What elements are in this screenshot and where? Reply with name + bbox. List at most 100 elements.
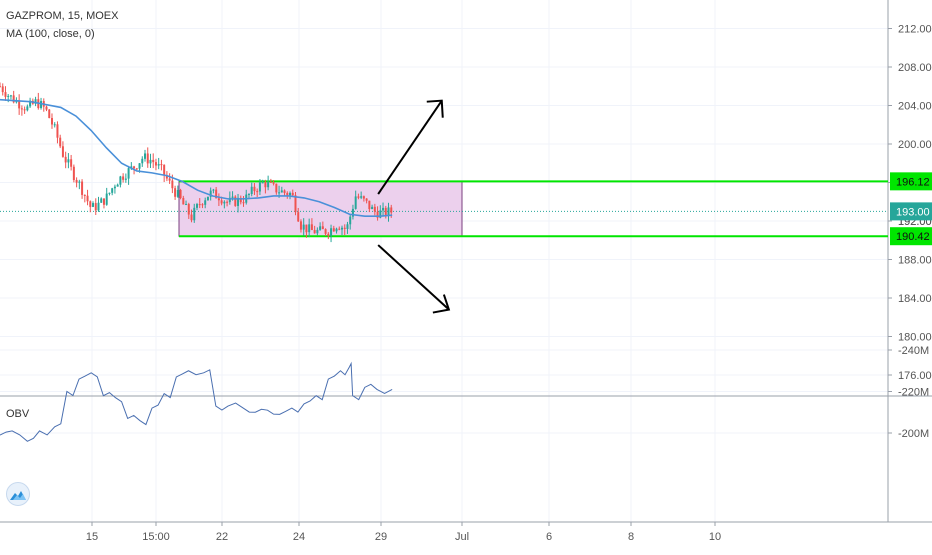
ma-legend[interactable]: MA (100, close, 0) (6, 28, 95, 40)
candle-body (247, 194, 250, 196)
candle-body (193, 207, 196, 221)
candles-layer (0, 82, 393, 243)
obv-layer (0, 361, 393, 442)
candle-body (146, 153, 149, 164)
support-badge: 190.42 (890, 227, 932, 246)
last-price-badge-label: 193.00 (896, 206, 930, 218)
candle-body (160, 164, 163, 166)
arrow-down-line (377, 244, 450, 311)
candle-body (365, 198, 368, 201)
candle-body (231, 196, 234, 198)
candle-body (324, 229, 327, 234)
candle-body (228, 197, 231, 203)
candle-body (163, 164, 166, 176)
candle-body (371, 206, 374, 210)
time-tick-label: Jul (455, 531, 469, 543)
candle-body (50, 118, 53, 125)
candle-body (373, 206, 376, 212)
price-tick-label: 212.00 (898, 24, 932, 36)
candle-body (0, 86, 1, 88)
candle-body (335, 228, 338, 232)
candle-body (72, 166, 75, 181)
time-tick-label: 29 (375, 531, 387, 543)
candle-body (237, 197, 240, 206)
candle-body (308, 224, 311, 233)
candle-body (100, 198, 103, 203)
candle-body (217, 198, 220, 201)
resistance-badge: 196.12 (890, 172, 932, 191)
candle-body (384, 207, 387, 216)
candle-body (283, 190, 286, 193)
candle-body (351, 208, 354, 217)
candle-body (357, 196, 360, 198)
candle-body (332, 228, 335, 232)
candle-body (321, 226, 324, 230)
arrow-up-line (377, 100, 443, 195)
candle-body (152, 159, 155, 163)
time-tick-label: 22 (216, 531, 228, 543)
support-badge-bg (890, 227, 932, 246)
candle-body (182, 197, 185, 205)
candle-body (349, 216, 352, 225)
candle-body (289, 192, 292, 196)
time-tick-label: 8 (628, 531, 634, 543)
candle-body (319, 226, 322, 230)
candle-body (89, 201, 92, 207)
candle-body (171, 180, 174, 189)
candle-body (250, 186, 253, 195)
candle-body (313, 230, 316, 234)
time-tick-label: 15 (86, 531, 98, 543)
candle-body (81, 181, 84, 195)
last-price-badge: 193.00 (890, 202, 932, 221)
price-tick-label: 188.00 (898, 255, 932, 267)
candle-body (198, 204, 201, 206)
candle-body (1, 86, 4, 93)
symbol-legend[interactable]: GAZPROM, 15, MOEX (6, 10, 119, 22)
candle-body (40, 101, 43, 109)
ma-line (0, 98, 393, 217)
candle-body (92, 203, 95, 207)
candle-body (294, 195, 297, 213)
candle-body (174, 188, 177, 197)
arrows-layer (377, 99, 451, 314)
candle-body (291, 192, 294, 196)
candle-body (341, 227, 343, 230)
candle-body (61, 146, 64, 157)
candle-body (144, 153, 147, 159)
candle-body (130, 166, 133, 169)
logo-mountain-icon (10, 491, 26, 500)
candle-body (234, 196, 237, 206)
candle-body (53, 124, 56, 126)
candle-body (102, 198, 105, 205)
candle-body (305, 224, 308, 233)
candle-body (264, 182, 267, 188)
candle-body (176, 189, 179, 197)
candle-body (253, 186, 256, 192)
obv-legend[interactable]: OBV (6, 408, 30, 420)
arrow-down-head-icon (432, 294, 451, 314)
candle-body (34, 99, 37, 104)
candle-body (154, 162, 157, 166)
candle-body (4, 92, 7, 97)
candle-body (327, 233, 330, 236)
candle-body (278, 192, 281, 194)
candle-body (215, 189, 218, 199)
candle-body (286, 192, 289, 196)
time-tick-label: 10 (709, 531, 721, 543)
time-tick-label: 6 (546, 531, 552, 543)
candle-body (12, 95, 15, 103)
candle-body (190, 214, 193, 221)
candle-body (94, 203, 97, 211)
candle-body (48, 109, 51, 119)
arrow-up-head-icon (426, 99, 444, 118)
candle-body (64, 156, 67, 163)
tradingview-logo-icon[interactable] (6, 482, 30, 506)
candle-body (390, 207, 393, 213)
candle-body (127, 168, 130, 179)
candle-body (362, 196, 365, 199)
price-badges: 196.12 190.42 193.00 (890, 172, 932, 246)
candle-body (113, 186, 116, 189)
candle-body (168, 178, 171, 181)
candle-body (111, 188, 114, 193)
